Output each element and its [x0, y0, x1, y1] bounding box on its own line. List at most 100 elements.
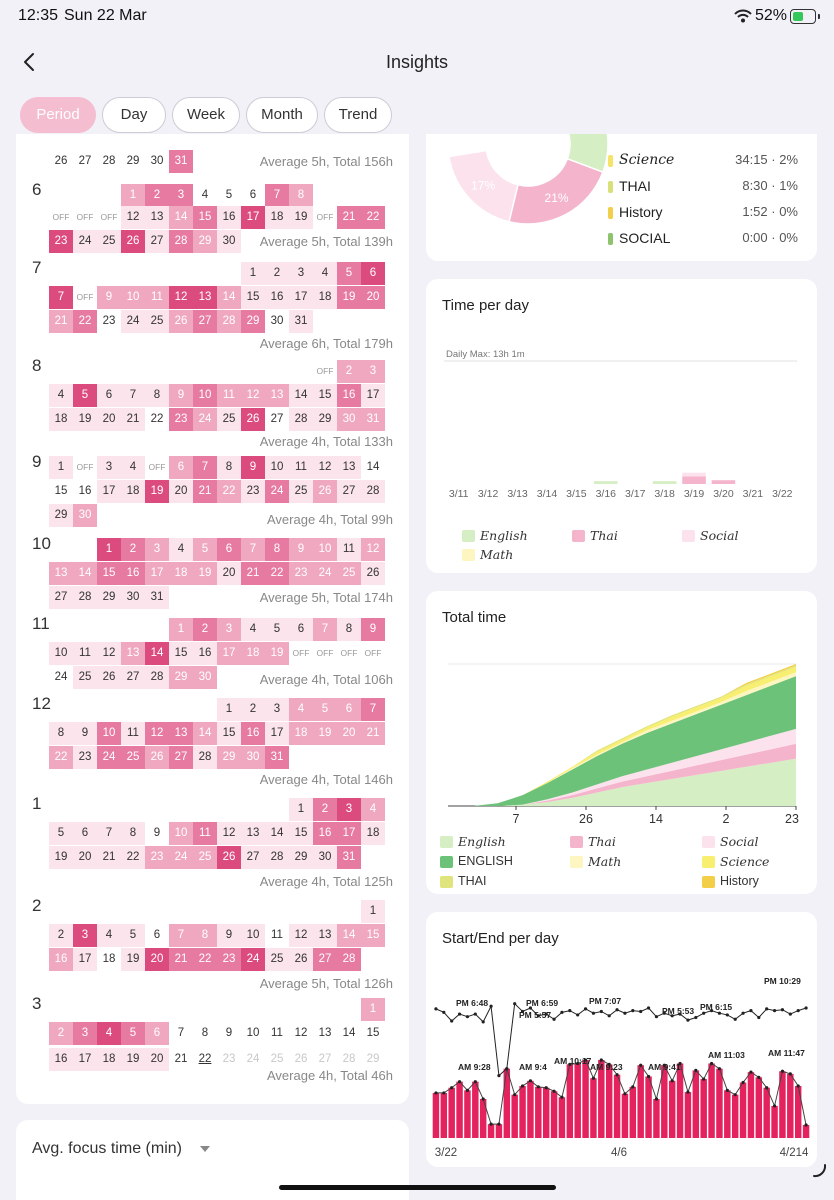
calendar-day[interactable]: 28 — [169, 230, 193, 253]
calendar-day[interactable]: 21 — [169, 948, 193, 971]
calendar-day[interactable]: 14 — [169, 206, 193, 229]
calendar-day[interactable]: 5 — [121, 1022, 145, 1045]
calendar-day[interactable]: 17 — [361, 384, 385, 407]
calendar-day[interactable]: 28 — [102, 155, 116, 167]
calendar-day[interactable]: 22 — [217, 480, 241, 503]
calendar-day[interactable]: 10 — [246, 1027, 260, 1039]
calendar-day[interactable]: 25 — [97, 230, 121, 253]
calendar-day[interactable]: 12 — [294, 1027, 308, 1039]
calendar-day[interactable]: 28 — [73, 586, 97, 609]
calendar-day[interactable]: 27 — [145, 230, 169, 253]
calendar-day[interactable]: 10 — [97, 722, 121, 745]
calendar-day[interactable]: 25 — [145, 310, 169, 333]
calendar-day[interactable]: 8 — [121, 822, 145, 845]
calendar-day[interactable]: 7 — [313, 618, 337, 641]
calendar-day[interactable]: 18 — [313, 286, 337, 309]
calendar-day[interactable]: 3 — [361, 360, 385, 383]
tab-day[interactable]: Day — [102, 97, 166, 133]
calendar-day[interactable]: 20 — [145, 948, 169, 971]
calendar-day[interactable]: 24 — [121, 310, 145, 333]
calendar-day[interactable]: 13 — [337, 456, 361, 479]
calendar-day[interactable]: 17 — [73, 1048, 97, 1071]
calendar-day[interactable]: 19 — [193, 562, 217, 585]
calendar-day[interactable]: 15 — [289, 822, 313, 845]
calendar-day[interactable]: 27 — [121, 666, 145, 689]
calendar-day[interactable]: 21 — [174, 1053, 188, 1065]
calendar-day[interactable]: 6 — [73, 822, 97, 845]
calendar-day[interactable]: 14 — [193, 722, 217, 745]
calendar-day[interactable]: 27 — [337, 480, 361, 503]
calendar-day[interactable]: 17 — [97, 480, 121, 503]
calendar-day[interactable]: 25 — [193, 846, 217, 869]
calendar-day[interactable]: 17 — [217, 642, 241, 665]
calendar-day[interactable]: 15 — [366, 1027, 380, 1039]
calendar-day[interactable]: 30 — [121, 586, 145, 609]
calendar-day[interactable]: 17 — [145, 562, 169, 585]
home-indicator[interactable] — [279, 1185, 556, 1190]
calendar-day[interactable]: 14 — [145, 642, 169, 665]
calendar-day[interactable]: 28 — [361, 480, 385, 503]
tab-period[interactable]: Period — [20, 97, 96, 133]
calendar-day[interactable]: 27 — [270, 413, 284, 425]
calendar-day[interactable]: 7 — [97, 822, 121, 845]
calendar-day[interactable]: 31 — [169, 150, 193, 173]
calendar-day[interactable]: 14 — [265, 822, 289, 845]
calendar-day[interactable]: 18 — [265, 206, 289, 229]
calendar-day[interactable]: 28 — [145, 666, 169, 689]
calendar-day[interactable]: 16 — [78, 485, 92, 497]
calendar-day[interactable]: 9 — [97, 286, 121, 309]
calendar-day[interactable]: 5 — [225, 189, 233, 201]
calendar-day[interactable]: 12 — [169, 286, 193, 309]
calendar-day[interactable]: 26 — [97, 666, 121, 689]
calendar-day[interactable]: 6 — [289, 618, 313, 641]
calendar-day[interactable]: 23 — [222, 1053, 236, 1065]
calendar-day[interactable]: 3 — [145, 538, 169, 561]
calendar-day[interactable]: 15 — [169, 642, 193, 665]
calendar-day[interactable]: 6 — [217, 538, 241, 561]
calendar-day[interactable]: 29 — [313, 408, 337, 431]
calendar-day[interactable]: 20 — [217, 562, 241, 585]
calendar-day[interactable]: 28 — [289, 408, 313, 431]
calendar-day[interactable]: OFF — [364, 648, 382, 658]
calendar-day[interactable]: 25 — [265, 948, 289, 971]
calendar-day[interactable]: OFF — [340, 648, 358, 658]
calendar-day[interactable]: 28 — [265, 846, 289, 869]
calendar-day[interactable]: 26 — [169, 310, 193, 333]
calendar-day[interactable]: 24 — [313, 562, 337, 585]
calendar-day[interactable]: 17 — [265, 722, 289, 745]
calendar-day[interactable]: 7 — [193, 456, 217, 479]
calendar-day[interactable]: 24 — [97, 746, 121, 769]
calendar-day[interactable]: 31 — [289, 310, 313, 333]
calendar-day[interactable]: 9 — [217, 924, 241, 947]
calendar-day[interactable]: 16 — [337, 384, 361, 407]
calendar-day[interactable]: 27 — [313, 948, 337, 971]
calendar-day[interactable]: 25 — [121, 746, 145, 769]
calendar-day[interactable]: 25 — [289, 480, 313, 503]
calendar-day[interactable]: 31 — [361, 408, 385, 431]
calendar-day[interactable]: 26 — [294, 1053, 308, 1065]
calendar-day[interactable]: 1 — [289, 798, 313, 821]
calendar-day[interactable]: 8 — [49, 722, 73, 745]
calendar-day[interactable]: 4 — [169, 538, 193, 561]
calendar-day[interactable]: 23 — [169, 408, 193, 431]
calendar-day[interactable]: 26 — [217, 846, 241, 869]
calendar-day[interactable]: 4 — [49, 384, 73, 407]
calendar-day[interactable]: 28 — [217, 310, 241, 333]
calendar-day[interactable]: 15 — [54, 485, 68, 497]
calendar-day[interactable]: 25 — [73, 666, 97, 689]
calendar-day[interactable]: 4 — [97, 924, 121, 947]
calendar-day[interactable]: 26 — [289, 948, 313, 971]
calendar-day[interactable]: 22 — [73, 310, 97, 333]
calendar-day[interactable]: 30 — [241, 746, 265, 769]
calendar-day[interactable]: 4 — [289, 698, 313, 721]
calendar-day[interactable]: 26 — [145, 746, 169, 769]
calendar-day[interactable]: 8 — [265, 538, 289, 561]
calendar-day[interactable]: 15 — [193, 206, 217, 229]
calendar-day[interactable]: 5 — [193, 538, 217, 561]
calendar-day[interactable]: 6 — [145, 1022, 169, 1045]
calendar-day[interactable]: 12 — [289, 924, 313, 947]
calendar-day[interactable]: 21 — [241, 562, 265, 585]
calendar-day[interactable]: 19 — [265, 642, 289, 665]
calendar-day[interactable]: 21 — [121, 408, 145, 431]
calendar-day[interactable]: 10 — [169, 822, 193, 845]
